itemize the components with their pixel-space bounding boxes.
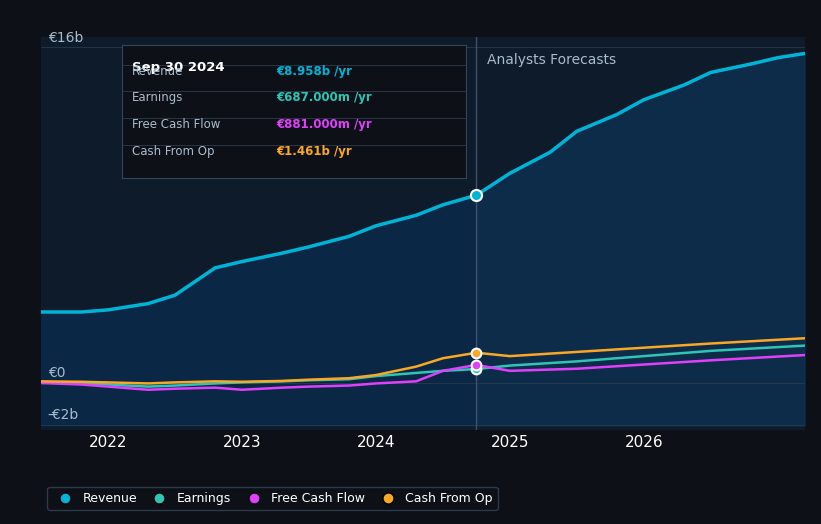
- Text: Past: Past: [437, 53, 466, 68]
- Text: €16b: €16b: [48, 31, 83, 45]
- Text: Free Cash Flow: Free Cash Flow: [132, 118, 220, 131]
- Text: Analysts Forecasts: Analysts Forecasts: [487, 53, 617, 68]
- Text: Cash From Op: Cash From Op: [132, 145, 214, 158]
- Text: €687.000m /yr: €687.000m /yr: [277, 92, 373, 104]
- Legend: Revenue, Earnings, Free Cash Flow, Cash From Op: Revenue, Earnings, Free Cash Flow, Cash …: [48, 487, 498, 510]
- Text: €1.461b /yr: €1.461b /yr: [277, 145, 352, 158]
- Text: €0: €0: [48, 366, 65, 380]
- Text: Revenue: Revenue: [132, 65, 183, 78]
- Text: Earnings: Earnings: [132, 92, 183, 104]
- Text: €8.958b /yr: €8.958b /yr: [277, 65, 353, 78]
- Text: -€2b: -€2b: [48, 408, 79, 422]
- Text: Sep 30 2024: Sep 30 2024: [132, 61, 224, 73]
- Text: €881.000m /yr: €881.000m /yr: [277, 118, 373, 131]
